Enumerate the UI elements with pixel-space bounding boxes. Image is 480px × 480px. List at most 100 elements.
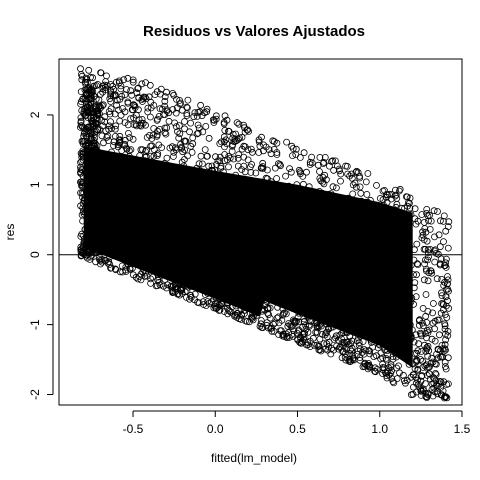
residual-point <box>225 128 233 135</box>
residual-point <box>394 213 402 221</box>
residual-point <box>235 120 243 128</box>
residual-point <box>329 157 337 165</box>
residual-point <box>124 129 132 137</box>
residual-point <box>259 189 267 196</box>
x-axis-label: fitted(lm_model) <box>211 451 297 465</box>
residual-point <box>175 134 183 142</box>
residual-point <box>285 182 293 190</box>
residual-point <box>335 299 343 307</box>
residual-point <box>303 239 311 247</box>
residual-point <box>161 129 169 137</box>
residual-point <box>83 89 91 97</box>
residual-point <box>348 347 356 355</box>
residual-point <box>258 284 266 292</box>
plot-frame <box>58 58 463 406</box>
residual-point <box>329 285 337 293</box>
residual-point <box>197 101 205 109</box>
residual-point <box>137 181 145 189</box>
residual-point <box>138 238 146 246</box>
residual-point <box>128 91 136 99</box>
residual-point <box>147 98 155 106</box>
residual-point <box>361 265 369 273</box>
residual-point <box>372 284 379 292</box>
residual-point <box>352 168 360 176</box>
y-tick-label: 2 <box>28 111 42 118</box>
residual-point <box>320 204 328 212</box>
residual-point <box>230 278 238 285</box>
residual-point <box>86 234 93 242</box>
residual-point <box>329 202 337 210</box>
residual-point <box>104 235 111 242</box>
residual-point <box>285 286 293 294</box>
residual-point <box>209 167 217 175</box>
residual-point <box>141 157 149 165</box>
residual-point <box>347 304 355 312</box>
residual-point <box>227 192 235 200</box>
residual-point <box>417 385 425 392</box>
residual-point <box>289 152 296 160</box>
residual-point <box>413 240 421 248</box>
residual-point <box>212 211 220 219</box>
residual-point <box>110 187 118 195</box>
residual-point <box>123 208 131 216</box>
residual-point <box>138 116 146 123</box>
residual-point <box>436 261 444 269</box>
residual-point <box>341 312 349 320</box>
residual-point <box>342 266 349 274</box>
residual-point <box>392 333 400 341</box>
residual-point <box>373 257 381 265</box>
residual-point <box>235 256 243 264</box>
residual-point <box>327 158 335 165</box>
residual-point <box>110 195 117 203</box>
residual-point <box>236 215 244 223</box>
residual-point <box>159 170 167 178</box>
residual-point <box>127 115 135 122</box>
residual-point <box>402 258 410 266</box>
residual-point <box>276 237 284 245</box>
residual-point <box>95 220 103 228</box>
residual-point <box>83 215 91 223</box>
residual-point <box>320 158 328 166</box>
residual-point <box>241 267 249 275</box>
residual-point <box>301 238 309 246</box>
residual-point <box>378 266 386 274</box>
residual-point <box>103 186 110 194</box>
residual-point <box>318 281 326 289</box>
residual-point <box>139 226 147 234</box>
residual-point <box>167 283 175 290</box>
residual-point <box>365 307 372 315</box>
residual-point <box>235 240 243 248</box>
residual-point <box>408 294 416 302</box>
residual-point <box>404 292 412 300</box>
residual-point <box>287 293 295 301</box>
residual-point <box>164 180 171 188</box>
residual-point <box>131 156 138 163</box>
y-tick-label: -2 <box>28 389 42 400</box>
residual-point <box>435 231 443 239</box>
residual-point <box>293 234 300 242</box>
residual-point <box>365 267 373 275</box>
residual-point <box>207 281 215 288</box>
residual-point <box>168 191 176 199</box>
residual-point <box>114 143 122 151</box>
residual-point <box>108 163 115 171</box>
residual-point <box>146 131 153 139</box>
residual-point <box>272 259 279 267</box>
residual-point <box>247 221 255 229</box>
residual-point <box>159 205 167 213</box>
residual-point <box>271 319 279 327</box>
residual-point <box>87 158 94 166</box>
residual-point <box>210 119 218 126</box>
residual-point <box>387 363 395 371</box>
residual-point <box>411 215 419 223</box>
residual-point <box>293 262 301 270</box>
residual-point <box>220 308 228 315</box>
residual-point <box>361 273 369 280</box>
residual-point <box>444 276 452 284</box>
residual-point <box>422 389 429 397</box>
residual-point <box>255 149 263 156</box>
residual-point <box>287 322 295 330</box>
residual-point <box>89 109 96 117</box>
residual-point <box>225 264 233 272</box>
residual-point <box>354 347 362 355</box>
